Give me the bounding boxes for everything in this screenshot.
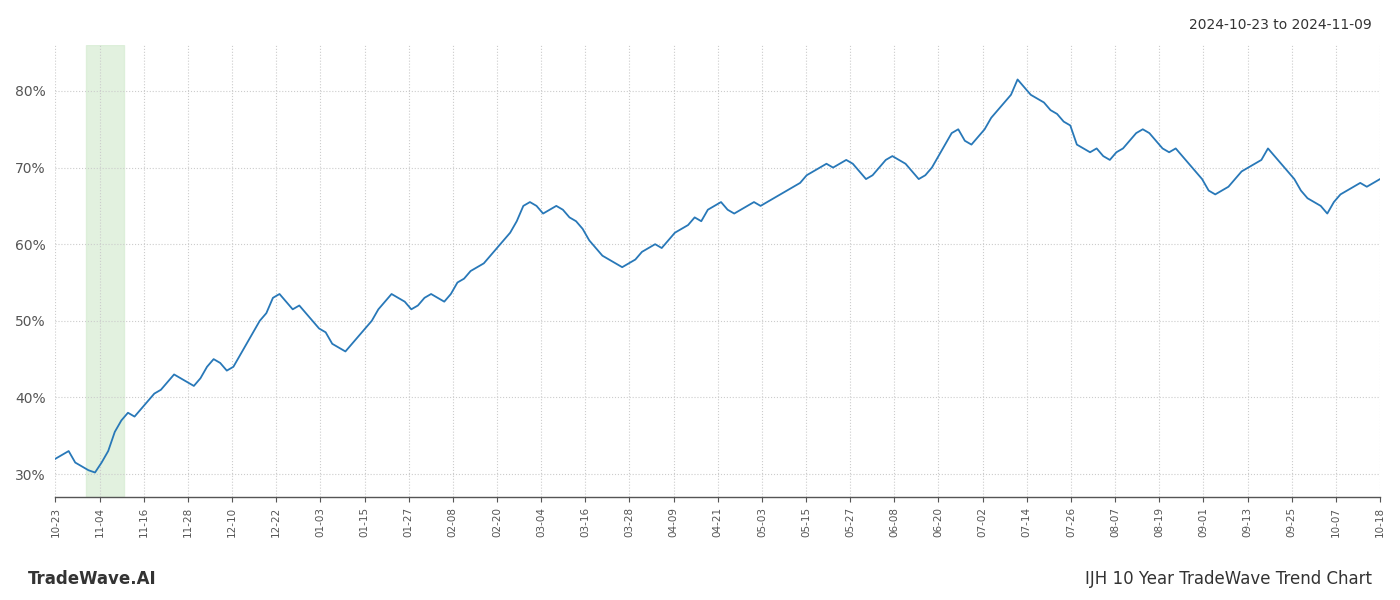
Text: 2024-10-23 to 2024-11-09: 2024-10-23 to 2024-11-09 [1189, 18, 1372, 32]
Bar [87, 45, 125, 497]
Text: TradeWave.AI: TradeWave.AI [28, 570, 157, 588]
Text: IJH 10 Year TradeWave Trend Chart: IJH 10 Year TradeWave Trend Chart [1085, 570, 1372, 588]
